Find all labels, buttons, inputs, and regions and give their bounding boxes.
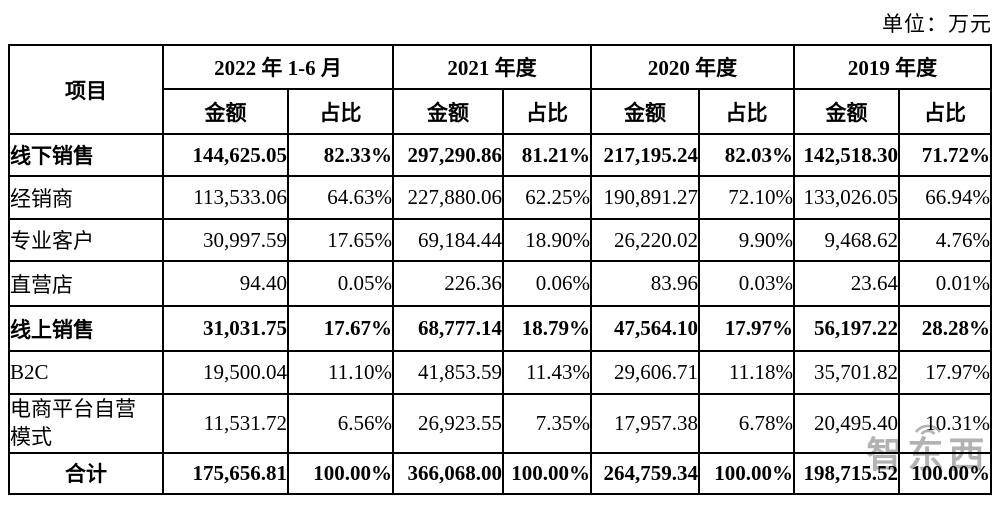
amount-cell: 47,564.10 [590,305,700,352]
row-label: 直营店 [8,260,164,307]
amount-cell: 175,656.81 [162,451,289,495]
amount-cell: 264,759.34 [590,451,700,495]
period-header-2022h1: 2022 年 1-6 月 [162,44,394,90]
amount-cell: 26,923.55 [392,393,504,454]
ratio-cell: 10.31% [898,393,992,454]
amount-cell: 26,220.02 [590,218,700,262]
ratio-cell: 82.33% [287,133,394,177]
row-label: 经销商 [8,175,164,220]
ratio-cell: 100.00% [287,451,394,495]
amount-cell: 113,533.06 [162,175,289,220]
ratio-cell: 0.05% [287,260,394,307]
amount-cell: 198,715.52 [793,451,900,495]
header-row-subcolumns: 金额 占比 金额 占比 金额 占比 金额 占比 [9,88,992,135]
amount-cell: 226.36 [392,260,504,307]
period-header-2020: 2020 年度 [590,44,795,90]
ratio-cell: 0.06% [502,260,592,307]
row-label: 线上销售 [8,305,164,352]
ratio-header: 占比 [898,88,992,135]
period-header-2019: 2019 年度 [793,44,992,90]
ratio-header: 占比 [287,88,394,135]
row-label: B2C [8,350,164,395]
ratio-cell: 72.10% [698,175,795,220]
ratio-cell: 0.01% [898,260,992,307]
amount-cell: 217,195.24 [590,133,700,177]
corner-header-cell: 项目 [8,44,164,135]
row-label: 线下销售 [8,133,164,177]
amount-cell: 41,853.59 [392,350,504,395]
ratio-cell: 71.72% [898,133,992,177]
amount-cell: 83.96 [590,260,700,307]
ratio-header: 占比 [698,88,795,135]
amount-header: 金额 [392,88,504,135]
ratio-cell: 7.35% [502,393,592,454]
row-label: 电商平台自营模式 [8,393,164,454]
row-online-sales: 线上销售 31,031.75 17.67% 68,777.14 18.79% 4… [8,305,992,352]
amount-cell: 68,777.14 [392,305,504,352]
amount-cell: 133,026.05 [793,175,900,220]
row-label: 专业客户 [8,218,164,262]
amount-cell: 30,997.59 [162,218,289,262]
ratio-cell: 11.43% [502,350,592,395]
sales-channel-table: 项目 2022 年 1-6 月 2021 年度 2020 年度 2019 年度 … [8,44,992,495]
amount-cell: 297,290.86 [392,133,504,177]
amount-cell: 227,880.06 [392,175,504,220]
unit-note: 单位：万元 [882,12,992,36]
ratio-cell: 18.79% [502,305,592,352]
amount-cell: 56,197.22 [793,305,900,352]
ratio-cell: 17.97% [898,350,992,395]
ratio-cell: 28.28% [898,305,992,352]
amount-header: 金额 [793,88,900,135]
row-distributor: 经销商 113,533.06 64.63% 227,880.06 62.25% … [8,175,992,220]
amount-cell: 23.64 [793,260,900,307]
amount-cell: 20,495.40 [793,393,900,454]
amount-cell: 9,468.62 [793,218,900,262]
row-total: 合计 175,656.81 100.00% 366,068.00 100.00%… [8,451,992,495]
amount-header: 金额 [590,88,700,135]
amount-cell: 35,701.82 [793,350,900,395]
amount-cell: 144,625.05 [162,133,289,177]
ratio-header: 占比 [502,88,592,135]
ratio-cell: 100.00% [502,451,592,495]
amount-cell: 11,531.72 [162,393,289,454]
ratio-cell: 82.03% [698,133,795,177]
row-label: 合计 [8,451,164,495]
period-header-2021: 2021 年度 [392,44,592,90]
row-professional-customer: 专业客户 30,997.59 17.65% 69,184.44 18.90% 2… [8,218,992,262]
ratio-cell: 18.90% [502,218,592,262]
amount-cell: 142,518.30 [793,133,900,177]
ratio-cell: 11.18% [698,350,795,395]
amount-header: 金额 [162,88,289,135]
ratio-cell: 17.65% [287,218,394,262]
amount-cell: 17,957.38 [590,393,700,454]
amount-cell: 69,184.44 [392,218,504,262]
ratio-cell: 17.97% [698,305,795,352]
ratio-cell: 81.21% [502,133,592,177]
row-b2c: B2C 19,500.04 11.10% 41,853.59 11.43% 29… [8,350,992,395]
ratio-cell: 62.25% [502,175,592,220]
ratio-cell: 11.10% [287,350,394,395]
row-ecommerce-self-operated: 电商平台自营模式 11,531.72 6.56% 26,923.55 7.35%… [8,393,992,454]
ratio-cell: 100.00% [898,451,992,495]
ratio-cell: 6.78% [698,393,795,454]
ratio-cell: 100.00% [698,451,795,495]
amount-cell: 190,891.27 [590,175,700,220]
amount-cell: 366,068.00 [392,451,504,495]
ratio-cell: 6.56% [287,393,394,454]
row-offline-sales: 线下销售 144,625.05 82.33% 297,290.86 81.21%… [8,133,992,177]
ratio-cell: 0.03% [698,260,795,307]
ratio-cell: 17.67% [287,305,394,352]
row-direct-store: 直营店 94.40 0.05% 226.36 0.06% 83.96 0.03%… [8,260,992,307]
header-row-periods: 项目 2022 年 1-6 月 2021 年度 2020 年度 2019 年度 [8,44,992,135]
row-label-text: 电商平台自营模式 [10,397,136,450]
ratio-cell: 66.94% [898,175,992,220]
ratio-cell: 64.63% [287,175,394,220]
ratio-cell: 9.90% [698,218,795,262]
amount-cell: 94.40 [162,260,289,307]
amount-cell: 29,606.71 [590,350,700,395]
amount-cell: 31,031.75 [162,305,289,352]
ratio-cell: 4.76% [898,218,992,262]
amount-cell: 19,500.04 [162,350,289,395]
